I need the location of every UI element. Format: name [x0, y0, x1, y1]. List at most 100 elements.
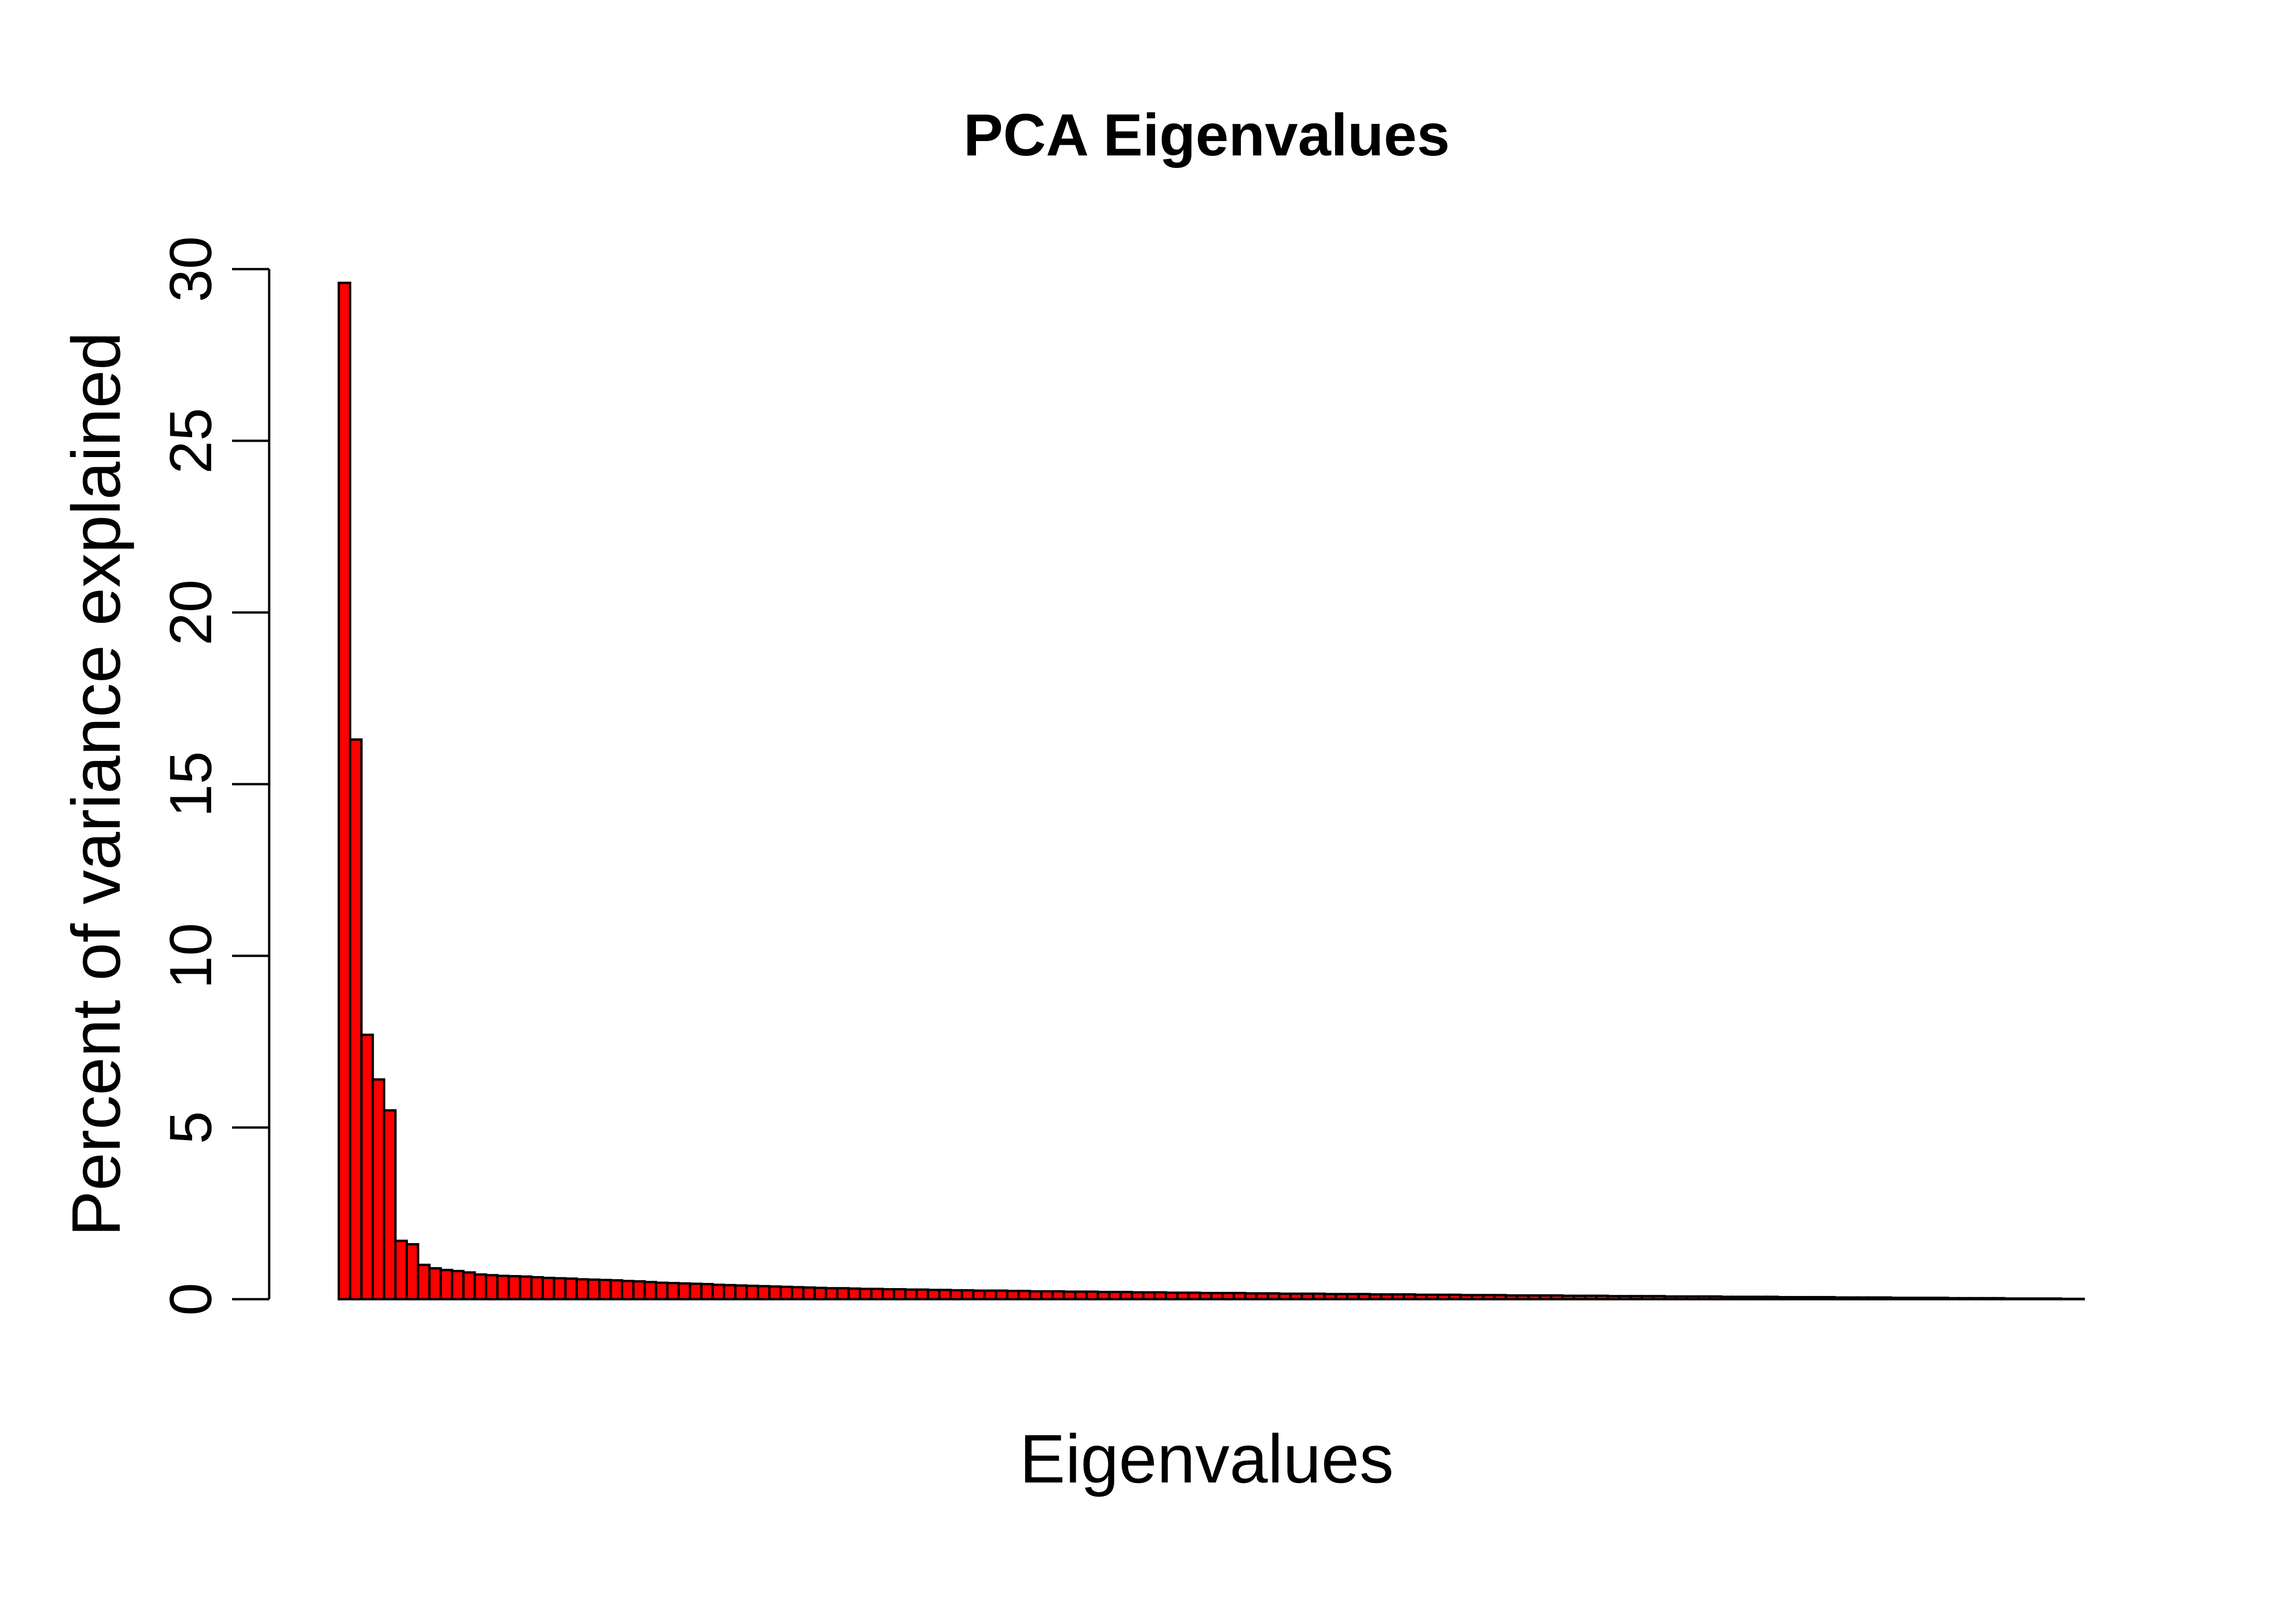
- bar-72: [1142, 1291, 1156, 1301]
- bar-131: [1810, 1296, 1824, 1301]
- bar-115: [1629, 1295, 1643, 1301]
- bar-107: [1538, 1294, 1552, 1301]
- bar-63: [1040, 1290, 1054, 1301]
- y-tick-label: 10: [158, 923, 224, 989]
- bar-99: [1448, 1293, 1462, 1301]
- bar-43: [813, 1287, 827, 1301]
- bar-73: [1153, 1291, 1167, 1301]
- bar-129: [1788, 1296, 1802, 1301]
- bar-109: [1561, 1295, 1575, 1301]
- bar-45: [836, 1287, 850, 1301]
- bar-144: [1957, 1297, 1972, 1301]
- bar-102: [1482, 1294, 1496, 1301]
- bar-84: [1278, 1292, 1292, 1301]
- bar-7: [405, 1243, 420, 1301]
- bar-53: [927, 1289, 941, 1301]
- bar-105: [1516, 1294, 1530, 1301]
- bar-126: [1754, 1295, 1768, 1301]
- bar-125: [1743, 1295, 1757, 1301]
- bar-30: [666, 1282, 680, 1301]
- bar-118: [1663, 1295, 1677, 1301]
- bar-4: [371, 1078, 386, 1301]
- bar-14: [485, 1274, 499, 1301]
- bar-60: [1006, 1289, 1020, 1301]
- bar-132: [1822, 1296, 1836, 1301]
- bar-1: [337, 282, 351, 1301]
- bar-16: [507, 1275, 522, 1301]
- bar-28: [643, 1281, 658, 1301]
- bar-3: [360, 1033, 374, 1301]
- bar-49: [881, 1288, 895, 1301]
- bar-124: [1731, 1295, 1745, 1301]
- bar-17: [519, 1275, 533, 1301]
- bar-47: [859, 1288, 873, 1301]
- bar-136: [1867, 1296, 1881, 1301]
- bar-88: [1323, 1293, 1337, 1301]
- bar-69: [1108, 1290, 1122, 1301]
- bar-58: [983, 1289, 997, 1301]
- bar-15: [496, 1275, 510, 1301]
- bar-31: [677, 1282, 691, 1301]
- bar-76: [1187, 1291, 1202, 1301]
- bar-5: [383, 1109, 397, 1301]
- y-axis: 0 5 10 15 20 25 30: [158, 236, 271, 1316]
- bar-113: [1607, 1295, 1621, 1301]
- bar-103: [1493, 1294, 1507, 1301]
- bars: [337, 282, 2085, 1301]
- bar-46: [847, 1287, 861, 1301]
- bar-140: [1912, 1296, 1926, 1301]
- bar-95: [1402, 1293, 1416, 1301]
- bar-93: [1380, 1293, 1394, 1301]
- bar-70: [1119, 1290, 1133, 1301]
- bar-54: [938, 1289, 952, 1301]
- chart-title: PCA Eigenvalues: [963, 102, 1450, 168]
- bar-21: [564, 1277, 578, 1301]
- bar-13: [473, 1273, 487, 1301]
- bar-123: [1720, 1295, 1734, 1301]
- bar-78: [1210, 1292, 1224, 1301]
- bar-133: [1833, 1296, 1847, 1301]
- bar-145: [1969, 1297, 1983, 1301]
- bar-33: [700, 1282, 714, 1301]
- bar-50: [892, 1288, 907, 1301]
- bar-112: [1595, 1295, 1609, 1301]
- bar-48: [870, 1288, 884, 1301]
- bar-104: [1505, 1294, 1518, 1301]
- bar-101: [1471, 1294, 1485, 1301]
- bar-86: [1300, 1292, 1315, 1301]
- x-axis-label: Eigenvalues: [1020, 1421, 1394, 1497]
- bar-147: [1992, 1297, 2006, 1301]
- bar-18: [530, 1276, 544, 1301]
- bar-79: [1221, 1292, 1235, 1301]
- bar-26: [620, 1280, 635, 1301]
- bar-37: [745, 1284, 759, 1301]
- bar-6: [394, 1239, 408, 1301]
- bar-139: [1901, 1296, 1915, 1301]
- bar-97: [1425, 1293, 1439, 1301]
- bar-20: [553, 1277, 567, 1301]
- bar-65: [1063, 1290, 1077, 1301]
- bar-25: [609, 1279, 623, 1301]
- bar-142: [1935, 1296, 1949, 1301]
- y-axis-label: Percent of variance explained: [58, 332, 135, 1237]
- bar-23: [587, 1278, 601, 1301]
- bar-52: [915, 1288, 930, 1301]
- bar-87: [1312, 1292, 1326, 1301]
- bar-116: [1641, 1295, 1654, 1301]
- bar-34: [711, 1283, 725, 1301]
- bar-120: [1686, 1295, 1700, 1301]
- bar-114: [1618, 1295, 1632, 1301]
- bar-51: [904, 1288, 918, 1301]
- bar-134: [1844, 1296, 1859, 1301]
- bar-29: [655, 1281, 669, 1301]
- y-tick-label: 30: [158, 236, 224, 302]
- bar-24: [598, 1279, 612, 1301]
- bar-32: [689, 1282, 703, 1301]
- bar-128: [1777, 1296, 1790, 1301]
- y-tick-label: 20: [158, 580, 224, 645]
- bar-36: [734, 1284, 748, 1301]
- bar-2: [349, 738, 363, 1301]
- bar-117: [1652, 1295, 1666, 1301]
- bar-119: [1674, 1295, 1688, 1301]
- bar-61: [1017, 1289, 1031, 1301]
